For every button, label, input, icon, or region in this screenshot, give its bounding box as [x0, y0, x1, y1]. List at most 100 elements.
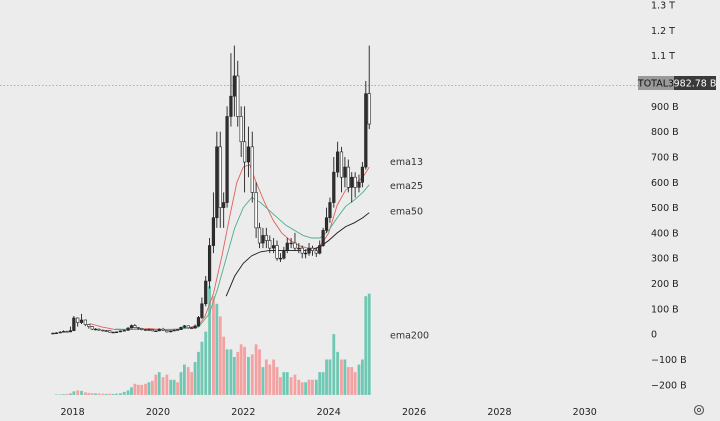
- candle-body: [87, 324, 91, 327]
- candle-body: [196, 317, 201, 327]
- price-tag-value-box: [674, 76, 716, 90]
- candle-body: [83, 319, 87, 325]
- volume-bar: [225, 349, 229, 395]
- candle-body: [246, 146, 251, 163]
- x-tick-label: 2024: [317, 407, 341, 418]
- candle-body: [172, 329, 176, 332]
- candle-body: [350, 176, 354, 188]
- volume-bar: [215, 303, 219, 395]
- volume-bars: [54, 286, 371, 395]
- candle-body: [225, 116, 229, 203]
- y-tick-label: 700 B: [651, 152, 679, 163]
- candle-body: [104, 330, 108, 332]
- volume-bar: [239, 344, 243, 395]
- volume-bar: [208, 286, 211, 395]
- candle-body: [193, 325, 197, 329]
- y-tick-label: 600 B: [651, 178, 679, 189]
- volume-bar: [353, 372, 357, 395]
- volume-bar: [336, 351, 340, 395]
- ema25-line: [115, 184, 370, 331]
- volume-bar: [69, 393, 72, 395]
- candle-body: [190, 327, 194, 329]
- volume-bar: [104, 393, 108, 395]
- candle-body: [336, 151, 340, 173]
- candle-body: [179, 327, 183, 330]
- volume-bar: [285, 372, 289, 395]
- candle-body: [182, 325, 186, 328]
- volume-bar: [279, 377, 282, 395]
- x-tick-label: 2020: [146, 407, 170, 418]
- volume-bar: [72, 391, 76, 395]
- candle-body: [307, 247, 311, 254]
- candle-body: [140, 328, 144, 330]
- candle-body: [72, 317, 76, 331]
- candle-body: [285, 242, 289, 251]
- candle-body: [314, 250, 318, 254]
- x-tick-label: 2028: [487, 407, 511, 418]
- candle-body: [310, 247, 315, 251]
- volume-bar: [367, 293, 371, 395]
- volume-bar: [200, 341, 204, 395]
- candle-body: [364, 93, 368, 168]
- volume-bar: [300, 382, 304, 395]
- settings-button[interactable]: [693, 404, 705, 416]
- volume-bar: [264, 359, 268, 395]
- candle-body: [204, 280, 208, 305]
- volume-bar: [58, 394, 62, 395]
- price-tag: TOTAL3 982.78 B: [637, 76, 716, 90]
- volume-bar: [130, 387, 133, 395]
- volume-bar: [65, 393, 69, 395]
- candle-body: [101, 329, 105, 332]
- volume-bar: [111, 393, 115, 395]
- volume-bar: [190, 372, 194, 395]
- candle-body: [200, 303, 204, 318]
- volume-bar: [115, 393, 118, 395]
- volume-bar: [136, 384, 140, 395]
- volume-bar: [247, 356, 250, 395]
- ema13-label: ema13: [390, 157, 423, 168]
- volume-bar: [258, 349, 261, 395]
- candle-body: [346, 166, 350, 188]
- candle-body: [229, 95, 233, 117]
- volume-bar: [229, 349, 233, 395]
- volume-bar: [328, 359, 332, 395]
- volume-bar: [118, 393, 122, 395]
- volume-bar: [293, 374, 297, 395]
- x-tick-label: 2022: [231, 407, 255, 418]
- volume-bar: [169, 379, 173, 395]
- candle-body: [293, 242, 297, 249]
- volume-bar: [222, 336, 226, 395]
- x-axis[interactable]: 2018 2020 2022 2024 2026 2028 2030: [60, 407, 596, 418]
- volume-bar: [318, 372, 322, 395]
- candle-body: [122, 330, 126, 332]
- candle-body: [65, 331, 69, 333]
- candle-body: [79, 319, 84, 323]
- volume-bar: [193, 362, 197, 395]
- volume-bar: [140, 384, 144, 395]
- candle-body: [272, 245, 276, 249]
- candle-body: [367, 93, 371, 125]
- volume-bar: [297, 379, 301, 395]
- x-tick-label: 2030: [573, 407, 597, 418]
- y-axis[interactable]: −200 B −100 B 0 100 B 200 B 300 B 400 B 500 B 60…: [651, 1, 687, 392]
- volume-bar: [250, 354, 254, 395]
- y-tick-label: 1.2 T: [651, 26, 675, 37]
- candle-body: [97, 328, 101, 331]
- candle-body: [297, 247, 301, 250]
- volume-bar: [144, 383, 147, 395]
- candle-body: [136, 327, 140, 329]
- ema-lines: [89, 164, 370, 331]
- y-tick-label: 100 B: [651, 304, 679, 315]
- candle-body: [239, 116, 243, 143]
- y-tick-label: 800 B: [651, 127, 679, 138]
- gear-icon-core: [696, 407, 702, 413]
- volume-bar: [289, 377, 293, 395]
- x-tick-label: 2018: [60, 407, 84, 418]
- y-tick-label: 1.1 T: [651, 51, 675, 62]
- volume-bar: [97, 393, 101, 395]
- y-tick-label: 0: [651, 330, 657, 341]
- candle-body: [61, 331, 66, 333]
- ema50-label: ema50: [390, 206, 423, 217]
- candle-body: [111, 331, 115, 334]
